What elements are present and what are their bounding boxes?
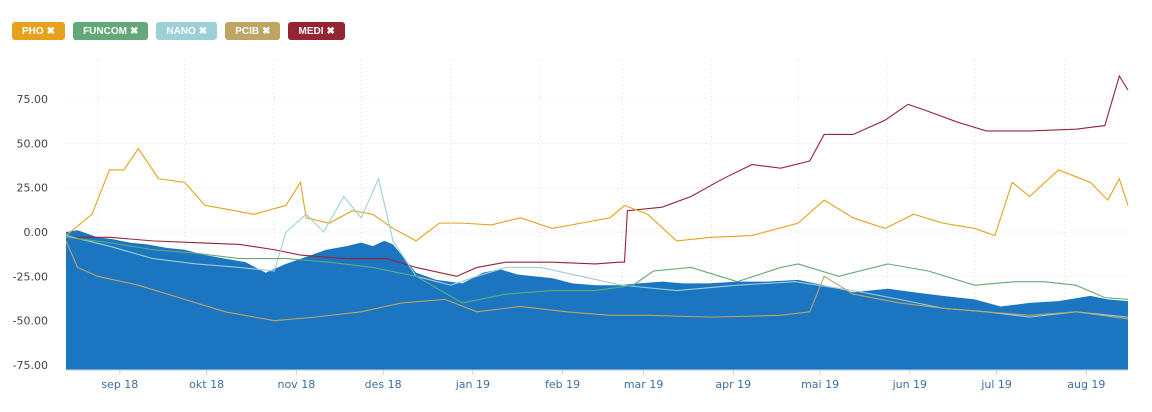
x-tick-label: okt 18 bbox=[189, 378, 224, 391]
remove-icon[interactable]: ✖ bbox=[46, 25, 56, 37]
x-tick-label: jan 19 bbox=[455, 378, 490, 391]
legend-chip-label: MEDI bbox=[298, 25, 324, 37]
legend-chip-label: FUNCOM bbox=[83, 25, 127, 37]
x-tick-label: des 18 bbox=[365, 378, 402, 391]
x-tick-label: sep 18 bbox=[101, 378, 138, 391]
series-line-nano[interactable] bbox=[65, 177, 1129, 318]
legend-chip-funcom[interactable]: FUNCOM ✖ bbox=[73, 22, 149, 40]
y-tick-label: -50.00 bbox=[13, 315, 48, 328]
area-series bbox=[66, 230, 1128, 370]
legend-chip-label: NANO bbox=[166, 25, 196, 37]
x-tick-label: jul 19 bbox=[980, 378, 1012, 391]
x-tick-label: mai 19 bbox=[801, 378, 839, 391]
x-tick-label: feb 19 bbox=[545, 378, 580, 391]
y-tick-label: -75.00 bbox=[13, 359, 48, 372]
series-line-pho[interactable] bbox=[65, 147, 1129, 242]
x-tick-label: nov 18 bbox=[277, 378, 315, 391]
series-line-funcom[interactable] bbox=[65, 236, 1129, 304]
legend-chip-label: PHO bbox=[22, 25, 44, 37]
x-tick-label: apr 19 bbox=[715, 378, 751, 391]
legend-chip-pho[interactable]: PHO ✖ bbox=[12, 22, 66, 40]
series-line-pcib[interactable] bbox=[65, 240, 1129, 322]
legend-chip-label: PCIB bbox=[235, 25, 260, 37]
x-tick-label: mar 19 bbox=[624, 378, 663, 391]
x-tick-label: aug 19 bbox=[1067, 378, 1105, 391]
legend: PHO ✖ FUNCOM ✖ NANO ✖ PCIB ✖ MEDI ✖ bbox=[12, 22, 345, 40]
y-tick-label: 0.00 bbox=[24, 226, 49, 239]
remove-icon[interactable]: ✖ bbox=[198, 25, 208, 37]
legend-chip-nano[interactable]: NANO ✖ bbox=[156, 22, 218, 40]
x-axis: sep 18 okt 18 nov 18 des 18 jan 19 feb 19 mar … bbox=[66, 369, 1128, 391]
legend-chip-medi[interactable]: MEDI ✖ bbox=[288, 22, 345, 40]
area-fill bbox=[66, 230, 1128, 370]
series-line-medi[interactable] bbox=[66, 74, 1129, 277]
remove-icon[interactable]: ✖ bbox=[326, 25, 335, 37]
line-series bbox=[65, 74, 1129, 322]
legend-chip-pcib[interactable]: PCIB ✖ bbox=[225, 22, 281, 40]
y-tick-label: -25.00 bbox=[13, 270, 48, 283]
x-tick-label: jun 19 bbox=[892, 378, 928, 391]
remove-icon[interactable]: ✖ bbox=[262, 25, 271, 37]
y-axis: 75.00 50.00 25.00 0.00 -25.00 -50.00 -75.00 bbox=[13, 93, 48, 372]
y-tick-label: 50.00 bbox=[17, 137, 49, 150]
y-tick-label: 25.00 bbox=[17, 182, 49, 195]
remove-icon[interactable]: ✖ bbox=[129, 25, 139, 37]
y-tick-label: 75.00 bbox=[17, 93, 49, 106]
